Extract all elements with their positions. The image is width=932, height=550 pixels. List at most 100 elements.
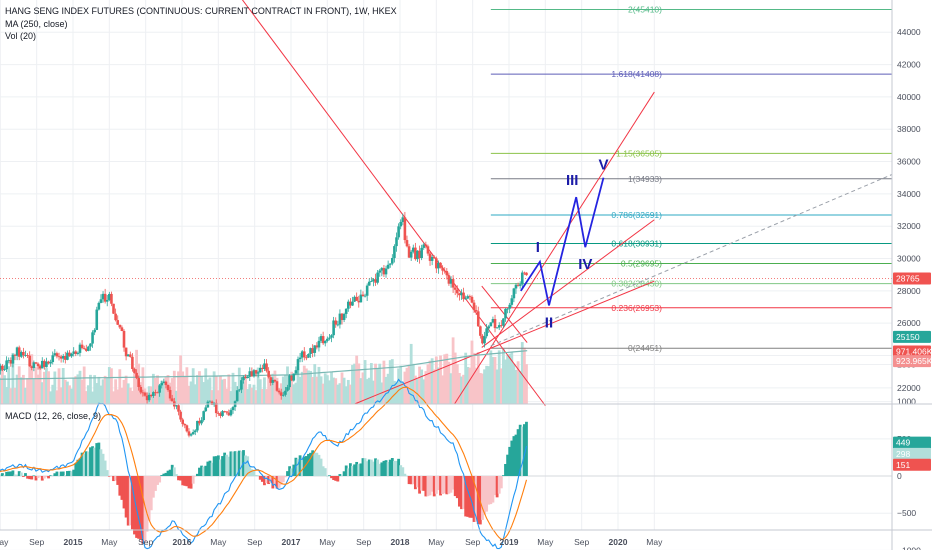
volume-bar bbox=[411, 363, 415, 404]
macd-histogram-bar bbox=[208, 460, 212, 476]
macd-histogram-bar bbox=[311, 450, 315, 476]
volume-bar bbox=[97, 376, 101, 404]
macd-histogram-bar bbox=[464, 476, 468, 517]
candle-body bbox=[70, 353, 73, 357]
macd-histogram-bar bbox=[15, 474, 19, 476]
volume-bar bbox=[426, 364, 430, 404]
x-tick-label: 2018 bbox=[391, 537, 410, 547]
volume-bar bbox=[388, 360, 392, 404]
macd-histogram-bar bbox=[290, 468, 294, 476]
volume-bar bbox=[300, 371, 304, 404]
signal-line bbox=[0, 386, 528, 540]
macd-histogram-bar bbox=[9, 471, 13, 476]
volume-bar bbox=[298, 376, 302, 404]
candle-body bbox=[474, 310, 478, 312]
macd-histogram-bar bbox=[141, 476, 145, 544]
macd-histogram-bar bbox=[388, 459, 392, 476]
candle-body bbox=[414, 247, 417, 260]
volume-bar bbox=[470, 340, 474, 404]
macd-histogram-bar bbox=[340, 475, 344, 477]
macd-histogram-bar bbox=[110, 476, 113, 477]
price-tag: 923.965K bbox=[896, 356, 932, 366]
candle-body bbox=[420, 247, 423, 259]
macd-histogram-bar bbox=[476, 476, 480, 525]
macd-histogram-bar bbox=[227, 456, 231, 476]
price-tag-bg bbox=[893, 345, 931, 358]
candle-body bbox=[355, 296, 358, 301]
candle-body bbox=[378, 270, 382, 273]
volume-bar bbox=[378, 363, 382, 404]
macd-histogram-bar bbox=[53, 473, 57, 476]
volume-bar bbox=[206, 379, 210, 404]
volume-bar bbox=[17, 366, 21, 404]
macd-histogram-bar bbox=[445, 476, 449, 495]
candle-body bbox=[464, 298, 467, 300]
candle-body bbox=[428, 253, 432, 261]
macd-histogram-bar bbox=[5, 471, 9, 476]
wave-label-i: I bbox=[536, 239, 540, 256]
macd-histogram-bar bbox=[156, 476, 159, 485]
candle-body bbox=[193, 430, 197, 433]
candle-body bbox=[353, 296, 356, 302]
macd-histogram-bar bbox=[3, 475, 6, 476]
candle-body bbox=[460, 292, 463, 296]
volume-bar bbox=[0, 377, 2, 404]
candle-body bbox=[64, 356, 67, 360]
macd-histogram-bar bbox=[288, 466, 292, 476]
candle-body bbox=[185, 425, 189, 432]
macd-histogram-bar bbox=[489, 476, 493, 505]
candle-body bbox=[315, 345, 319, 348]
macd-histogram-bar bbox=[508, 446, 512, 476]
volume-bar bbox=[237, 367, 241, 404]
volume-bar bbox=[363, 360, 367, 404]
macd-histogram-bar bbox=[38, 476, 42, 477]
price-tag: 25150 bbox=[896, 332, 920, 342]
macd-histogram-bar bbox=[342, 471, 346, 476]
volume-bar bbox=[313, 364, 317, 404]
macd-tag: 449 bbox=[896, 438, 910, 448]
x-tick-label: May bbox=[319, 537, 336, 547]
macd-histogram-bar bbox=[481, 476, 484, 520]
macd-histogram-bar bbox=[239, 451, 243, 476]
volume-bar bbox=[321, 383, 325, 404]
volume-bar bbox=[5, 387, 9, 404]
price-tick-label: 26000 bbox=[897, 318, 921, 328]
candle-body bbox=[487, 326, 491, 329]
candle-body bbox=[208, 401, 212, 403]
volume-bar bbox=[221, 379, 224, 404]
volume-bar bbox=[252, 384, 256, 404]
macd-tag-bg bbox=[893, 458, 931, 471]
candle-body bbox=[472, 302, 476, 311]
volume-bar bbox=[133, 367, 136, 404]
candle-body bbox=[135, 372, 138, 378]
volume-bar bbox=[514, 369, 518, 404]
macd-histogram-bar bbox=[164, 472, 168, 476]
macd-histogram-bar bbox=[346, 468, 350, 476]
x-tick-label: 2020 bbox=[609, 537, 628, 547]
wave-label-ii: II bbox=[545, 314, 553, 331]
macd-histogram-bar bbox=[338, 474, 342, 476]
volume-bar bbox=[195, 375, 199, 404]
macd-histogram-bar bbox=[32, 475, 36, 477]
volume-bar bbox=[80, 379, 84, 404]
macd-histogram-bar bbox=[487, 476, 491, 505]
macd-histogram-bar bbox=[313, 452, 317, 476]
fib-label: 0.5(29695) bbox=[621, 258, 662, 268]
volume-bar bbox=[189, 381, 193, 404]
vol-legend: Vol (20) bbox=[5, 31, 37, 41]
candle-body bbox=[30, 366, 34, 368]
macd-histogram-bar bbox=[195, 473, 199, 476]
x-tick-label: 2017 bbox=[282, 537, 301, 547]
macd-histogram-bar bbox=[248, 466, 252, 476]
macd-histogram-bar bbox=[441, 476, 445, 494]
macd-histogram-bar bbox=[225, 454, 229, 476]
volume-bar bbox=[15, 374, 19, 404]
macd-histogram-bar bbox=[26, 476, 29, 479]
fib-label: 1(34933) bbox=[628, 174, 662, 184]
x-tick-label: 2015 bbox=[64, 537, 83, 547]
macd-histogram-bar bbox=[258, 476, 262, 480]
candle-body bbox=[162, 381, 166, 383]
candle-body bbox=[7, 360, 11, 361]
volume-bar bbox=[481, 373, 484, 404]
